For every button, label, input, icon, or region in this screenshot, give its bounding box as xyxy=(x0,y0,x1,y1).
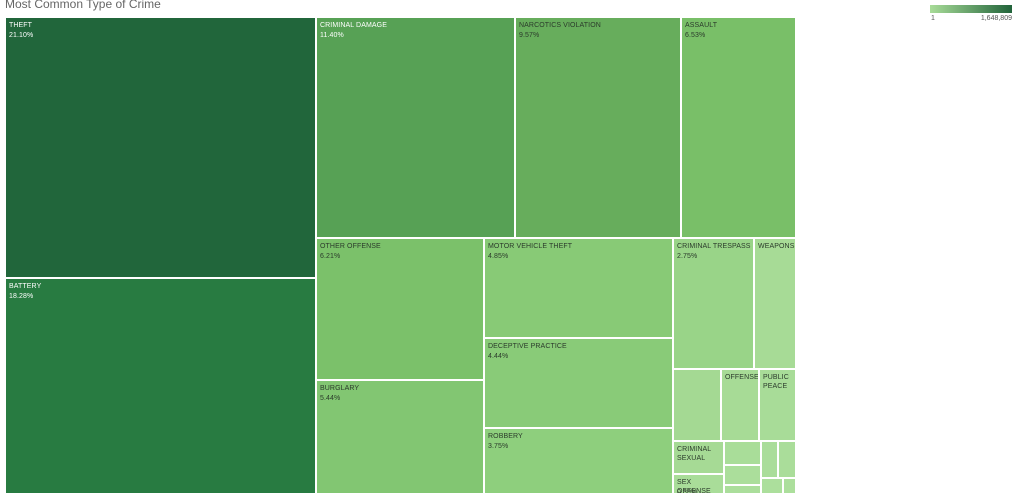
tile-label: WEAPONS xyxy=(758,243,795,250)
treemap-tile-assault[interactable]: ASSAULT 6.53% xyxy=(681,17,796,238)
tile-percentage: 9.57% xyxy=(519,32,540,39)
tile-label: MOTOR VEHICLE THEFT xyxy=(488,243,573,250)
treemap-tile-small-21[interactable] xyxy=(724,485,761,494)
tile-label: OFFENSE xyxy=(725,374,759,381)
treemap-tile-narcotics-violation[interactable]: NARCOTICS VIOLATION 9.57% xyxy=(515,17,681,238)
tile-label: OTHER OFFENSE xyxy=(320,243,381,250)
treemap-tile-small-23[interactable] xyxy=(783,478,796,494)
treemap-tile-public-peace[interactable]: PUBLIC PEACE xyxy=(759,369,796,441)
treemap-tile-deceptive-practice[interactable]: DECEPTIVE PRACTICE 4.44% xyxy=(484,338,673,428)
treemap-tile-motor-vehicle-theft[interactable]: MOTOR VEHICLE THEFT 4.85% xyxy=(484,238,673,338)
treemap-tile-robbery[interactable]: ROBBERY 3.75% xyxy=(484,428,673,494)
treemap-tile-criminal-damage[interactable]: CRIMINAL DAMAGE 11.40% xyxy=(316,17,515,238)
tile-label: PUBLIC PEACE xyxy=(763,374,789,390)
treemap-tile-small-22[interactable] xyxy=(761,478,783,494)
tile-percentage: 21.10% xyxy=(9,32,34,39)
legend-color-ramp xyxy=(930,5,1012,13)
treemap-tile-small-19[interactable] xyxy=(778,441,796,478)
tile-percentage: 6.21% xyxy=(320,253,341,260)
tile-label: CRIMINAL SEXUAL xyxy=(677,446,711,462)
treemap-tile-small-17[interactable] xyxy=(724,441,761,465)
tile-percentage: 0.39% xyxy=(677,489,698,494)
tile-label: DECEPTIVE PRACTICE xyxy=(488,343,567,350)
tile-label: ROBBERY xyxy=(488,433,523,440)
tile-percentage: 2.75% xyxy=(677,253,698,260)
tile-label: SEX OFFENSE xyxy=(677,479,711,494)
treemap-tile-small-20[interactable] xyxy=(724,465,761,485)
tile-percentage: 3.75% xyxy=(488,443,509,450)
treemap-tile-criminal-sexual[interactable]: CRIMINAL SEXUAL xyxy=(673,441,724,474)
legend-min-label: 1 xyxy=(931,15,935,22)
legend-max-label: 1,648,809 xyxy=(980,15,1012,22)
treemap-tile-sex-offense[interactable]: SEX OFFENSE 0.39% xyxy=(673,474,724,494)
treemap-tile-small-12[interactable] xyxy=(673,369,721,441)
tile-percentage: 18.28% xyxy=(9,293,34,300)
tile-label: CRIMINAL TRESPASS xyxy=(677,243,751,250)
tile-label: BATTERY xyxy=(9,283,42,290)
tile-label: ASSAULT xyxy=(685,22,718,29)
treemap-tile-criminal-trespass[interactable]: CRIMINAL TRESPASS 2.75% xyxy=(673,238,754,369)
tile-label: NARCOTICS VIOLATION xyxy=(519,22,601,29)
treemap-tile-other-offense[interactable]: OTHER OFFENSE 6.21% xyxy=(316,238,484,380)
tile-percentage: 5.44% xyxy=(320,395,341,402)
tile-percentage: 4.44% xyxy=(488,353,509,360)
treemap-tile-small-18[interactable] xyxy=(761,441,778,478)
treemap-tile-theft[interactable]: THEFT 21.10% xyxy=(5,17,316,278)
treemap-tile-burglary[interactable]: BURGLARY 5.44% xyxy=(316,380,484,494)
page-title: Most Common Type of Crime xyxy=(5,0,161,11)
color-legend: 1 1,648,809 xyxy=(930,5,1012,27)
tile-label: THEFT xyxy=(9,22,33,29)
tile-percentage: 4.85% xyxy=(488,253,509,260)
tile-label: BURGLARY xyxy=(320,385,360,392)
tile-label: CRIMINAL DAMAGE xyxy=(320,22,387,29)
tile-percentage: 11.40% xyxy=(320,32,344,39)
treemap-tile-battery[interactable]: BATTERY 18.28% xyxy=(5,278,316,494)
treemap-tile-weapons[interactable]: WEAPONS xyxy=(754,238,796,369)
treemap-tile-offense[interactable]: OFFENSE xyxy=(721,369,759,441)
tile-percentage: 6.53% xyxy=(685,32,706,39)
